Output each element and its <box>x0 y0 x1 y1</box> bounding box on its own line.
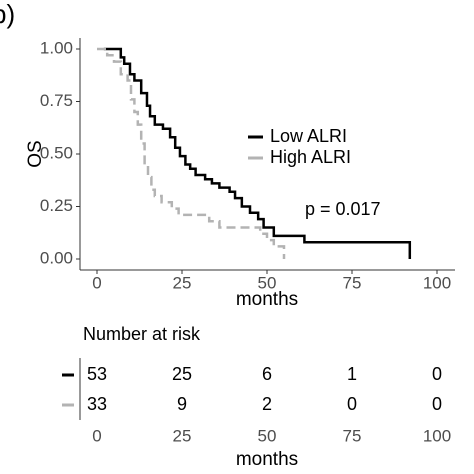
risk-count: 0 <box>347 394 357 414</box>
y-tick-label: 0.25 <box>40 196 73 215</box>
risk-x-tick-label: 50 <box>258 426 277 445</box>
risk-count: 6 <box>262 364 272 384</box>
risk-count: 9 <box>177 394 187 414</box>
risk-x-tick-label: 100 <box>423 426 451 445</box>
x-axis-label: months <box>236 289 298 310</box>
risk-table-title: Number at risk <box>83 324 201 344</box>
risk-table-x-label: months <box>236 449 298 470</box>
survival-curve <box>97 47 286 259</box>
risk-count: 0 <box>432 394 442 414</box>
legend-label: High ALRI <box>270 147 351 167</box>
x-tick-label: 75 <box>343 273 362 292</box>
risk-x-tick-label: 75 <box>343 426 362 445</box>
risk-count: 25 <box>172 364 192 384</box>
risk-x-tick-label: 0 <box>92 426 101 445</box>
risk-count: 1 <box>347 364 357 384</box>
x-tick-label: 100 <box>423 273 451 292</box>
y-tick-label: 0.00 <box>40 248 73 267</box>
x-tick-label: 25 <box>173 273 192 292</box>
y-tick-label: 0.50 <box>40 143 73 162</box>
risk-count: 0 <box>432 364 442 384</box>
y-axis-label: OS <box>25 140 46 167</box>
x-tick-label: 0 <box>92 273 101 292</box>
risk-count: 33 <box>87 394 107 414</box>
risk-x-tick-label: 25 <box>173 426 192 445</box>
annotation: p = 0.017 <box>305 199 381 219</box>
survival-curve <box>103 47 412 259</box>
panel-label: b) <box>0 0 15 29</box>
x-tick-label: 50 <box>258 273 277 292</box>
risk-count: 2 <box>262 394 272 414</box>
risk-count: 53 <box>87 364 107 384</box>
legend-label: Low ALRI <box>270 126 347 146</box>
y-tick-label: 1.00 <box>40 38 73 57</box>
y-tick-label: 0.75 <box>40 91 73 110</box>
